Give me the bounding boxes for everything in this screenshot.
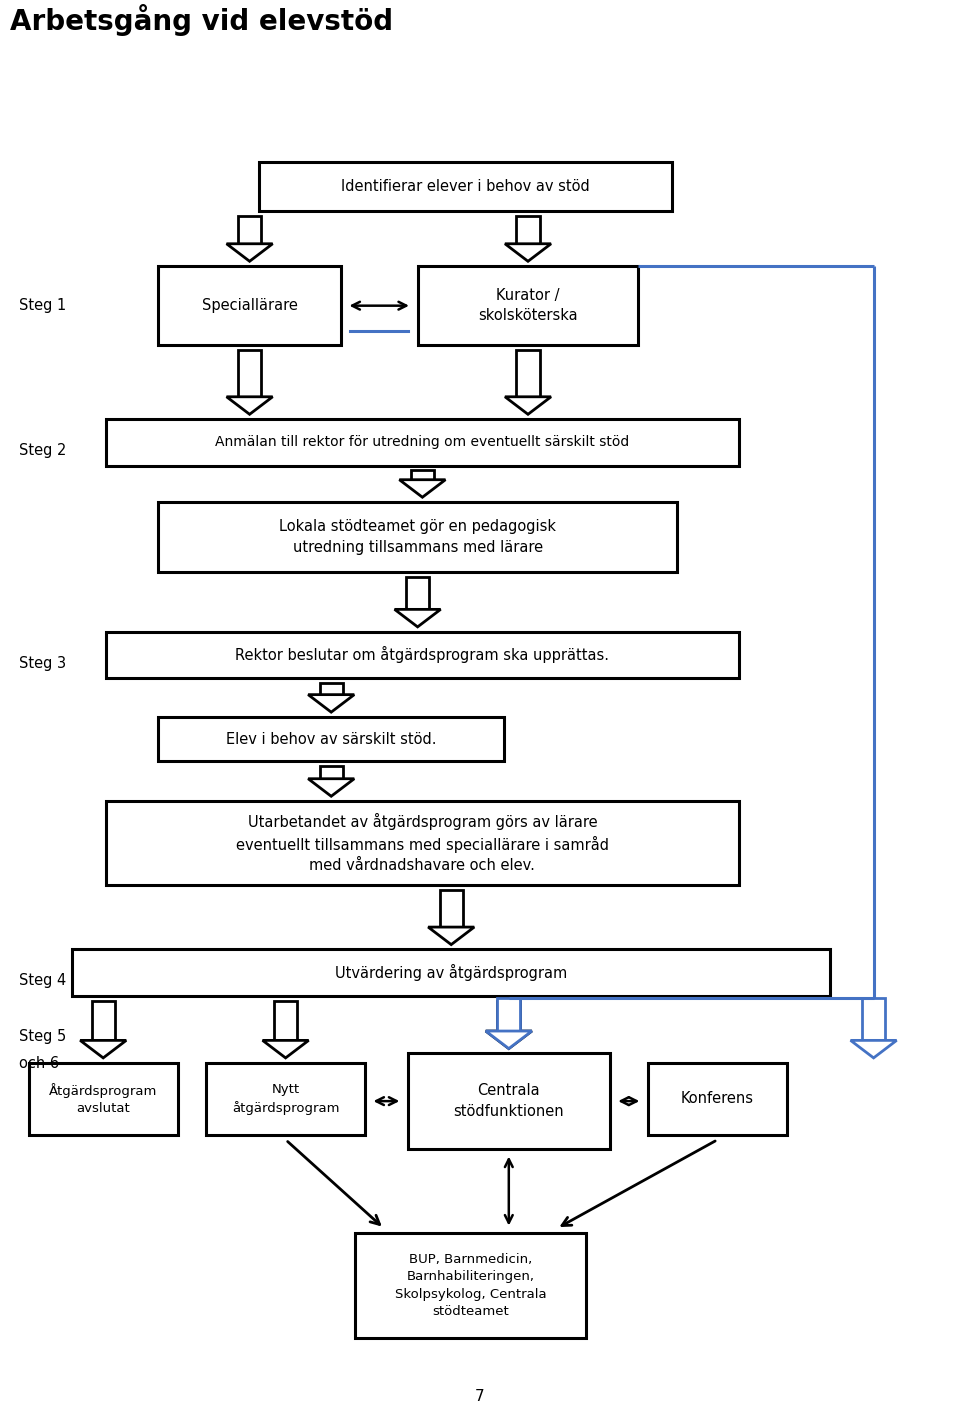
Text: Utarbetandet av åtgärdsprogram görs av lärare
eventuellt tillsammans med special: Utarbetandet av åtgärdsprogram görs av l… xyxy=(236,812,609,873)
FancyBboxPatch shape xyxy=(158,501,677,572)
Polygon shape xyxy=(516,216,540,244)
Text: Rektor beslutar om åtgärdsprogram ska upprättas.: Rektor beslutar om åtgärdsprogram ska up… xyxy=(235,646,610,663)
Polygon shape xyxy=(516,351,540,396)
Polygon shape xyxy=(428,927,474,944)
Polygon shape xyxy=(399,480,445,497)
Text: Identifierar elever i behov av stöd: Identifierar elever i behov av stöd xyxy=(341,179,590,195)
Text: 7: 7 xyxy=(475,1389,485,1404)
Text: BUP, Barnmedicin,
Barnhabiliteringen,
Skolpsykolog, Centrala
stödteamet: BUP, Barnmedicin, Barnhabiliteringen, Sk… xyxy=(395,1252,546,1318)
Polygon shape xyxy=(505,396,551,415)
FancyBboxPatch shape xyxy=(106,632,739,679)
Polygon shape xyxy=(486,1031,532,1048)
Polygon shape xyxy=(411,470,434,480)
FancyBboxPatch shape xyxy=(418,266,638,345)
Polygon shape xyxy=(238,216,261,244)
Polygon shape xyxy=(320,683,343,694)
Polygon shape xyxy=(486,1031,532,1048)
FancyBboxPatch shape xyxy=(106,419,739,466)
Text: Steg 4: Steg 4 xyxy=(19,973,66,988)
FancyBboxPatch shape xyxy=(158,266,341,345)
Text: Lokala stödteamet gör en pedagogisk
utredning tillsammans med lärare: Lokala stödteamet gör en pedagogisk utre… xyxy=(279,520,556,555)
Text: Åtgärdsprogram
avslutat: Åtgärdsprogram avslutat xyxy=(49,1082,157,1115)
Polygon shape xyxy=(227,396,273,415)
Polygon shape xyxy=(862,998,885,1041)
FancyBboxPatch shape xyxy=(355,1233,586,1338)
Text: Nytt
åtgärdsprogram: Nytt åtgärdsprogram xyxy=(232,1083,339,1115)
Text: Arbetsgång vid elevstöd: Arbetsgång vid elevstöd xyxy=(10,4,393,36)
Polygon shape xyxy=(497,1001,520,1031)
Polygon shape xyxy=(308,778,354,797)
Text: Steg 1: Steg 1 xyxy=(19,298,66,314)
Text: Steg 2: Steg 2 xyxy=(19,443,66,459)
Polygon shape xyxy=(308,694,354,713)
FancyBboxPatch shape xyxy=(408,1054,610,1149)
Text: Steg 5: Steg 5 xyxy=(19,1030,66,1044)
Polygon shape xyxy=(440,890,463,927)
Polygon shape xyxy=(497,998,520,1031)
Text: Elev i behov av särskilt stöd.: Elev i behov av särskilt stöd. xyxy=(226,731,437,747)
Text: Anmälan till rektor för utredning om eventuellt särskilt stöd: Anmälan till rektor för utredning om eve… xyxy=(215,436,630,449)
Text: Konferens: Konferens xyxy=(681,1092,755,1106)
Text: och 6: och 6 xyxy=(19,1056,60,1071)
Polygon shape xyxy=(395,609,441,626)
FancyBboxPatch shape xyxy=(158,717,504,761)
FancyBboxPatch shape xyxy=(72,950,830,995)
Polygon shape xyxy=(80,1041,127,1058)
FancyBboxPatch shape xyxy=(648,1062,787,1135)
Polygon shape xyxy=(406,577,429,609)
Polygon shape xyxy=(275,1001,298,1041)
FancyBboxPatch shape xyxy=(29,1062,178,1135)
FancyBboxPatch shape xyxy=(259,162,672,212)
Text: Centrala
stödfunktionen: Centrala stödfunktionen xyxy=(453,1083,564,1119)
FancyBboxPatch shape xyxy=(106,801,739,885)
FancyBboxPatch shape xyxy=(206,1062,365,1135)
Polygon shape xyxy=(92,1001,115,1041)
Text: Kurator /
skolsköterska: Kurator / skolsköterska xyxy=(478,288,578,324)
Text: Speciallärare: Speciallärare xyxy=(202,298,298,314)
Polygon shape xyxy=(238,351,261,396)
Polygon shape xyxy=(227,244,273,261)
Polygon shape xyxy=(851,1041,897,1058)
Text: Utvärdering av åtgärdsprogram: Utvärdering av åtgärdsprogram xyxy=(335,964,567,981)
Polygon shape xyxy=(320,765,343,778)
Text: Steg 3: Steg 3 xyxy=(19,656,66,670)
Polygon shape xyxy=(505,244,551,261)
Polygon shape xyxy=(262,1041,309,1058)
